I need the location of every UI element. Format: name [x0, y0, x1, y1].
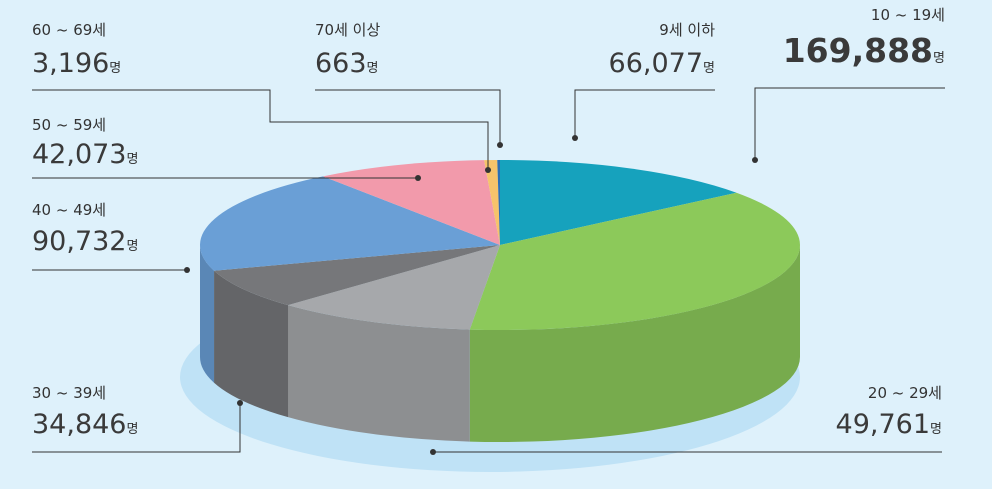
- value-unit: 명: [703, 61, 715, 76]
- category-label: 40 ~ 49세: [32, 201, 106, 219]
- category-label: 60 ~ 69세: [32, 21, 106, 39]
- value-number: 3,196: [32, 48, 109, 79]
- value-label: 34,846명: [32, 409, 138, 440]
- value-label: 169,888명: [783, 31, 945, 70]
- value-number: 34,846: [32, 409, 126, 440]
- value-label: 663명: [315, 48, 379, 79]
- leader-line: [755, 88, 945, 160]
- leader-line: [315, 90, 500, 145]
- category-label: 50 ~ 59세: [32, 116, 106, 134]
- value-unit: 명: [126, 239, 138, 254]
- value-unit: 명: [933, 51, 945, 66]
- leader-dot: [237, 400, 243, 406]
- leader-dot: [497, 142, 503, 148]
- category-label: 70세 이상: [315, 21, 380, 39]
- value-number: 49,761: [836, 409, 930, 440]
- category-label: 9세 이하: [659, 21, 715, 39]
- value-number: 169,888: [783, 31, 933, 70]
- value-unit: 명: [126, 422, 138, 437]
- leader-dot: [572, 135, 578, 141]
- leader-line: [575, 90, 715, 138]
- value-number: 66,077: [609, 48, 703, 79]
- value-label: 42,073명: [32, 139, 138, 170]
- value-unit: 명: [930, 422, 942, 437]
- value-label: 66,077명: [609, 48, 715, 79]
- value-unit: 명: [126, 152, 138, 167]
- leader-dot: [485, 167, 491, 173]
- value-label: 3,196명: [32, 48, 121, 79]
- leader-dot: [430, 449, 436, 455]
- value-number: 663: [315, 48, 367, 79]
- leader-dot: [752, 157, 758, 163]
- category-label: 20 ~ 29세: [868, 384, 942, 402]
- category-label: 30 ~ 39세: [32, 384, 106, 402]
- value-number: 42,073: [32, 139, 126, 170]
- value-number: 90,732: [32, 226, 126, 257]
- value-label: 49,761명: [836, 409, 942, 440]
- category-label: 10 ~ 19세: [871, 6, 945, 24]
- chart: 9세 이하66,077명10 ~ 19세169,888명20 ~ 29세49,7…: [0, 0, 992, 489]
- value-unit: 명: [109, 61, 121, 76]
- leader-dot: [184, 267, 190, 273]
- value-unit: 명: [367, 61, 379, 76]
- value-label: 90,732명: [32, 226, 138, 257]
- leader-dot: [415, 175, 421, 181]
